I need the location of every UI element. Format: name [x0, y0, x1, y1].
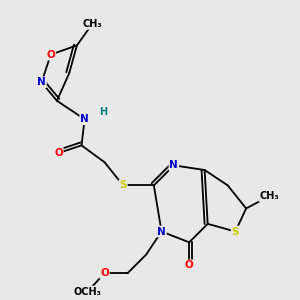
Text: S: S	[232, 226, 239, 236]
Text: N: N	[157, 226, 166, 236]
Text: O: O	[185, 260, 194, 270]
Text: O: O	[54, 148, 63, 158]
Text: O: O	[46, 50, 55, 60]
Text: N: N	[80, 114, 89, 124]
Text: S: S	[119, 180, 127, 190]
Text: N: N	[169, 160, 178, 170]
Text: CH₃: CH₃	[82, 19, 102, 29]
Text: CH₃: CH₃	[260, 191, 279, 201]
Text: OCH₃: OCH₃	[74, 286, 102, 296]
Text: H: H	[99, 106, 107, 116]
Text: O: O	[100, 268, 109, 278]
Text: N: N	[37, 77, 46, 87]
